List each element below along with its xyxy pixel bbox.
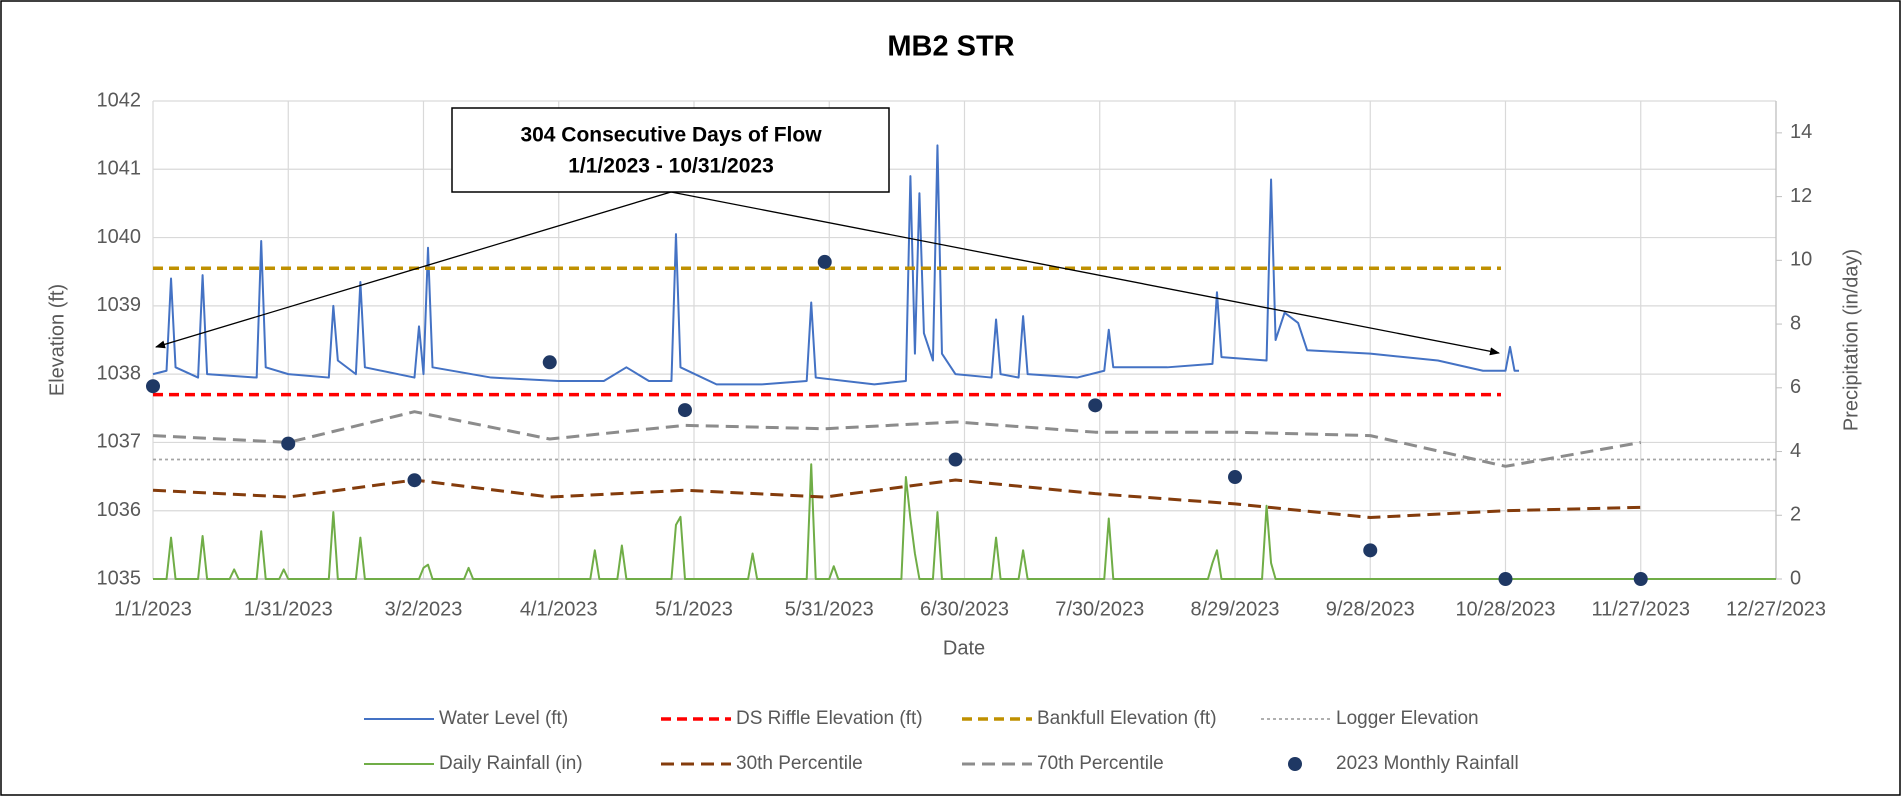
legend-label: Logger Elevation: [1336, 708, 1479, 729]
y-tick-label: 1038: [97, 362, 142, 384]
annotation-arrow: [670, 191, 1500, 356]
data-point: [1228, 470, 1242, 485]
x-tick-label: 1/1/2023: [114, 598, 192, 620]
y2-tick-label: 10: [1790, 249, 1812, 271]
annotation-arrow: [155, 191, 672, 349]
annotation: 304 Consecutive Days of Flow 1/1/2023 - …: [155, 107, 1500, 356]
annotation-text: 1/1/2023 - 10/31/2023: [568, 155, 774, 178]
x-tick-label: 6/30/2023: [920, 598, 1009, 620]
series-line: [152, 478, 1641, 520]
data-point: [146, 379, 160, 394]
y-tick-label: 1036: [97, 499, 142, 521]
x-tick-label: 9/28/2023: [1326, 598, 1415, 620]
legend-label: 30th Percentile: [736, 753, 863, 774]
data-point: [677, 403, 692, 418]
y2-tick-label: 0: [1790, 567, 1801, 589]
data-point: [1363, 543, 1378, 558]
plot: [146, 144, 1776, 586]
legend: Water Level (ft) DS Riffle Elevation (ft)…: [364, 708, 1519, 774]
y2-tick-label: 8: [1790, 312, 1801, 334]
data-point: [281, 436, 296, 451]
x-tick-label: 10/28/2023: [1455, 598, 1555, 620]
x-tick-label: 5/1/2023: [655, 598, 733, 620]
y-tick-label: 1039: [97, 294, 142, 316]
data-point: [1498, 572, 1513, 586]
y-tick-label: 1042: [97, 89, 142, 111]
legend-label: 2023 Monthly Rainfall: [1336, 753, 1519, 774]
data-point: [817, 254, 832, 269]
series-line: [153, 463, 1776, 580]
x-tick-label: 5/31/2023: [785, 598, 874, 620]
x-tick-label: 7/30/2023: [1055, 598, 1144, 620]
x-tick-label: 8/29/2023: [1191, 598, 1280, 620]
grid: 1035 1036 1037 1038 1039 1040 1041 1042 0 2 4 6 8 10 1…: [97, 89, 1827, 620]
y2-tick-label: 12: [1790, 185, 1812, 207]
data-point: [407, 473, 422, 488]
legend-label: 70th Percentile: [1037, 753, 1164, 774]
data-point: [1633, 572, 1648, 586]
x-tick-label: 4/1/2023: [520, 598, 598, 620]
y-tick-label: 1041: [97, 158, 142, 180]
x-tick-label: 1/31/2023: [244, 598, 333, 620]
data-point: [1088, 398, 1103, 413]
series-line: [152, 144, 1520, 386]
x-axis-label: Date: [943, 637, 985, 659]
y-tick-label: 1037: [97, 431, 142, 453]
x-tick-label: 12/27/2023: [1726, 598, 1826, 620]
y-tick-label: 1040: [97, 226, 142, 248]
annotation-text: 304 Consecutive Days of Flow: [520, 124, 822, 147]
annotation-box: [451, 107, 890, 193]
legend-symbol: [1288, 757, 1302, 771]
legend-label: Bankfull Elevation (ft): [1037, 708, 1217, 729]
y2-tick-label: 14: [1790, 121, 1812, 143]
x-tick-label: 3/2/2023: [385, 598, 463, 620]
y-axis-label: Elevation (ft): [46, 284, 68, 396]
y2-tick-label: 6: [1790, 376, 1801, 398]
legend-label: Water Level (ft): [439, 708, 568, 729]
series-line: [152, 410, 1642, 468]
y2-tick-label: 4: [1790, 440, 1801, 462]
x-tick-label: 11/27/2023: [1591, 598, 1690, 620]
data-point: [948, 452, 963, 467]
y2-axis-label: Precipitation (in/day): [1840, 249, 1862, 431]
legend-label: DS Riffle Elevation (ft): [736, 708, 923, 729]
y-tick-label: 1035: [97, 567, 142, 589]
legend-label: Daily Rainfall (in): [439, 753, 583, 774]
chart-title: MB2 STR: [887, 31, 1014, 63]
y2-tick-label: 2: [1790, 504, 1801, 526]
data-point: [542, 355, 557, 370]
